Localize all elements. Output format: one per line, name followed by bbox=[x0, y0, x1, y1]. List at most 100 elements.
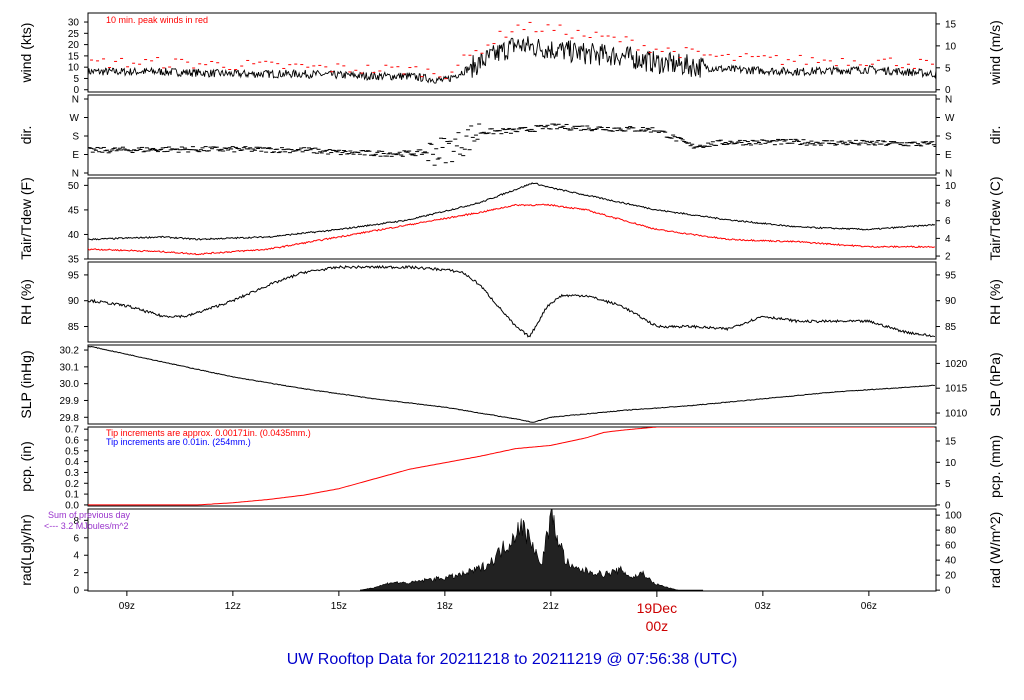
plot-area bbox=[88, 345, 935, 423]
tick-label-right: 10 bbox=[945, 41, 957, 52]
tick-label-right: 0 bbox=[945, 500, 951, 511]
tick-label-right: 85 bbox=[945, 322, 957, 333]
y-axis-label-left: RH (%) bbox=[18, 279, 34, 325]
tick-label-left: 29.8 bbox=[60, 413, 80, 424]
chart-panels: wind (kts) wind (m/s)05101520253005101510… bbox=[18, 12, 1003, 597]
y-axis-label-left: rad(Lgly/hr) bbox=[18, 514, 34, 586]
panel-frame bbox=[87, 12, 937, 93]
tick-label-left: 90 bbox=[68, 296, 80, 307]
tick-label-left: 45 bbox=[68, 205, 80, 216]
tick-label-right: 0 bbox=[945, 586, 951, 597]
panel-wind: wind (kts) wind (m/s)05101520253005101510… bbox=[18, 12, 1003, 96]
y-axis-label-right: pcp. (mm) bbox=[987, 435, 1003, 498]
tick-label-left: 35 bbox=[68, 255, 80, 266]
plot-area bbox=[88, 182, 936, 256]
panel-pressure: SLP (inHg) SLP (hPa) 29.8 29.9 30.0 30.1 30.2 1… bbox=[18, 344, 1003, 425]
tick-label-left: 40 bbox=[68, 230, 80, 241]
tip-increment-note-red: Tip increments are approx. 0.00171in. (0… bbox=[106, 428, 311, 438]
series-wind-speed bbox=[88, 36, 936, 84]
tick-label-left: 50 bbox=[68, 181, 80, 192]
tick-label-left: 29.9 bbox=[60, 396, 80, 407]
tick-label-left: E bbox=[72, 150, 79, 161]
plot-area bbox=[88, 427, 935, 506]
x-axis: 09z 12z 15z 18z 21z 03z 06z 19Dec 00z bbox=[119, 591, 877, 634]
tick-label-left: 30 bbox=[68, 18, 80, 29]
x-tick-label: 15z bbox=[331, 601, 347, 612]
series-rh-0 bbox=[88, 264, 936, 338]
y-axis-label-right: RH (%) bbox=[987, 279, 1003, 325]
x-tick-label: 18z bbox=[437, 601, 453, 612]
tick-label-right: 1010 bbox=[945, 409, 968, 420]
tick-label-left: 95 bbox=[68, 270, 80, 281]
radiation-sum-value: <--- 3.2 MJoules/m^2 bbox=[44, 521, 129, 531]
panel-frame bbox=[87, 261, 937, 343]
y-axis-label-right: rad (W/m^2) bbox=[987, 512, 1003, 589]
tick-label-right: 100 bbox=[945, 511, 962, 522]
tick-label-left: 0.1 bbox=[65, 490, 79, 501]
panel-radiation: rad(Lgly/hr) rad (W/m^2)02468020406080100… bbox=[18, 508, 1003, 597]
tick-label-left: 85 bbox=[68, 322, 80, 333]
y-axis-label-right: SLP (hPa) bbox=[987, 352, 1003, 416]
peak-wind-note: 10 min. peak winds in red bbox=[106, 15, 208, 25]
tick-label-left: 0.6 bbox=[65, 435, 79, 446]
radiation-sum-note: Sum of previous day bbox=[48, 510, 131, 520]
series-temperature-1 bbox=[88, 203, 936, 256]
panel-frame bbox=[87, 94, 937, 176]
y-axis-label-right: wind (m/s) bbox=[987, 20, 1003, 86]
panel-temperature: Tair/Tdew (F) Tair/Tdew (C) 35 40 45 50 2 4 6 8 10 bbox=[18, 176, 1003, 265]
y-axis-label-right: dir. bbox=[987, 126, 1003, 145]
tick-label-right: 5 bbox=[945, 479, 951, 490]
plot-area bbox=[360, 509, 704, 591]
tip-increment-note-blue: Tip increments are 0.01in. (254mm.) bbox=[106, 437, 251, 447]
series-radiation bbox=[360, 509, 679, 591]
panel-rh: RH (%) RH (%) 85 90 95 85 90 95 bbox=[18, 261, 1003, 343]
tick-label-right: 5 bbox=[945, 63, 951, 74]
tick-label-right: 2 bbox=[945, 252, 951, 263]
tick-label-left: 0.4 bbox=[65, 457, 79, 468]
tick-label-left: 0.0 bbox=[65, 500, 79, 511]
tick-label-left: 30.0 bbox=[60, 379, 80, 390]
tick-label-right: 20 bbox=[945, 571, 957, 582]
plot-area bbox=[88, 123, 936, 166]
tick-label-right: 15 bbox=[945, 19, 957, 30]
tick-label-left: 10 bbox=[68, 63, 80, 74]
tick-label-right: 60 bbox=[945, 541, 957, 552]
x-tick-label: 06z bbox=[861, 601, 877, 612]
day-marker-hour: 00z bbox=[646, 618, 669, 634]
tick-label-left: 0.5 bbox=[65, 446, 79, 457]
tick-label-left: 0.2 bbox=[65, 479, 79, 490]
tick-label-right: 10 bbox=[945, 458, 957, 469]
tick-label-right: 10 bbox=[945, 181, 957, 192]
tick-label-left: 4 bbox=[73, 551, 79, 562]
series-precipitation bbox=[88, 427, 935, 506]
tick-label-right: W bbox=[945, 113, 955, 124]
tick-label-left: 0 bbox=[73, 586, 79, 597]
y-axis-label-left: dir. bbox=[18, 126, 34, 145]
tick-label-right: 0 bbox=[945, 85, 951, 96]
tick-label-left: 8 bbox=[73, 516, 79, 527]
tick-label-right: 40 bbox=[945, 556, 957, 567]
tick-label-left: 5 bbox=[73, 74, 79, 85]
x-tick-label: 03z bbox=[755, 601, 771, 612]
tick-label-right: 8 bbox=[945, 199, 951, 210]
tick-label-left: 0.3 bbox=[65, 468, 79, 479]
y-axis-label-right: Tair/Tdew (C) bbox=[987, 176, 1003, 260]
tick-label-right: N bbox=[945, 169, 952, 180]
y-axis-label-left: wind (kts) bbox=[18, 23, 34, 84]
chart-title: UW Rooftop Data for 20211218 to 20211219… bbox=[287, 651, 738, 668]
tick-label-left: 0.7 bbox=[65, 425, 79, 436]
tick-label-left: 2 bbox=[73, 568, 79, 579]
tick-label-left: 15 bbox=[68, 51, 80, 62]
tick-label-right: N bbox=[945, 95, 952, 106]
tick-label-left: 20 bbox=[68, 40, 80, 51]
tick-label-right: S bbox=[945, 132, 952, 143]
panel-frame bbox=[87, 426, 937, 507]
tick-label-left: N bbox=[72, 95, 79, 106]
tick-label-left: 25 bbox=[68, 29, 80, 40]
y-axis-label-left: pcp. (in) bbox=[18, 441, 34, 492]
panel-precip: pcp. (in) pcp. (mm)0.00.10.20.30.40.50.60… bbox=[18, 425, 1003, 512]
tick-label-right: 80 bbox=[945, 526, 957, 537]
y-axis-label-left: SLP (inHg) bbox=[18, 350, 34, 418]
tick-label-right: 90 bbox=[945, 296, 957, 307]
